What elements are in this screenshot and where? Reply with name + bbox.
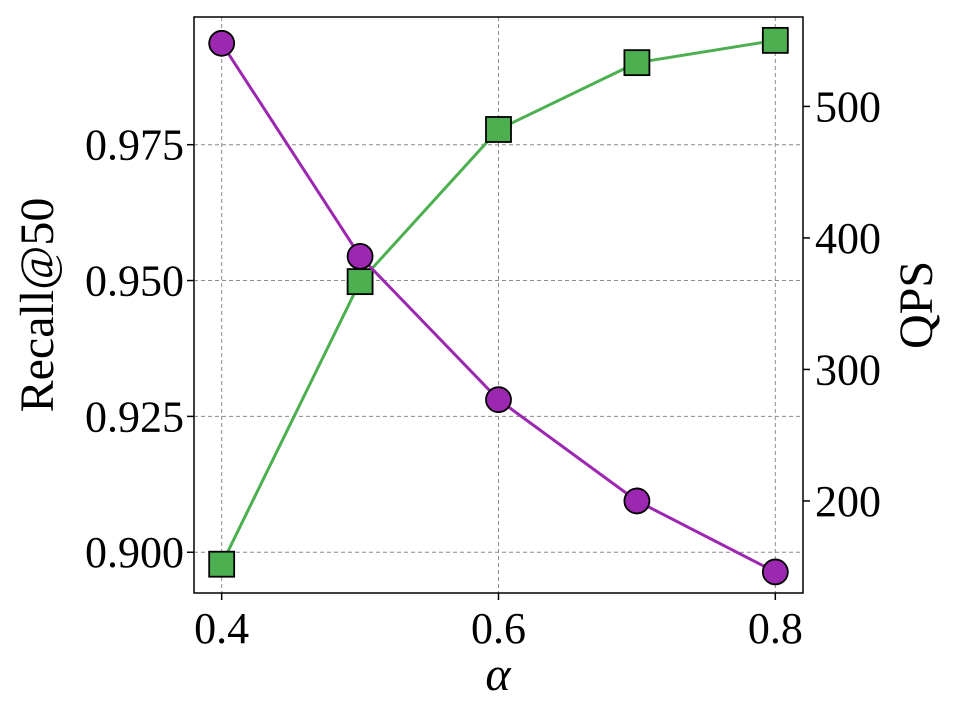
y-right-tick-label: 200	[815, 477, 881, 526]
ticks: 0.4 0.6 0.8 0.900 0.925 0.950 0.975 200 300 400 50…	[85, 82, 881, 653]
square-marker	[208, 550, 236, 578]
y-left-tick-label: 0.950	[85, 257, 184, 306]
y-right-tick-label: 400	[815, 214, 881, 263]
circle-marker	[208, 29, 236, 57]
series-circle	[208, 29, 789, 586]
series-layer	[208, 26, 789, 586]
y-axis-left-label: Recall@50	[11, 198, 64, 413]
y-left-tick-label: 0.925	[85, 392, 184, 441]
square-marker	[761, 26, 789, 54]
x-axis-label: α	[485, 648, 511, 701]
circle-marker	[485, 386, 512, 414]
x-tick-label: 0.6	[471, 604, 526, 653]
circle-marker	[761, 558, 789, 586]
y-right-tick-label: 300	[815, 345, 881, 394]
y-axis-right-label: QPS	[890, 261, 943, 349]
y-right-tick-label: 500	[815, 82, 881, 131]
square-marker	[485, 116, 512, 143]
square-marker	[623, 49, 651, 77]
y-left-tick-label: 0.900	[85, 528, 184, 577]
circle-marker	[623, 487, 651, 515]
grid	[194, 17, 803, 593]
x-tick-label: 0.4	[194, 604, 249, 653]
x-tick-label: 0.8	[748, 604, 803, 653]
series-square	[208, 26, 789, 578]
square-marker	[346, 268, 374, 296]
circle-marker	[346, 242, 374, 270]
y-left-tick-label: 0.975	[85, 121, 184, 170]
